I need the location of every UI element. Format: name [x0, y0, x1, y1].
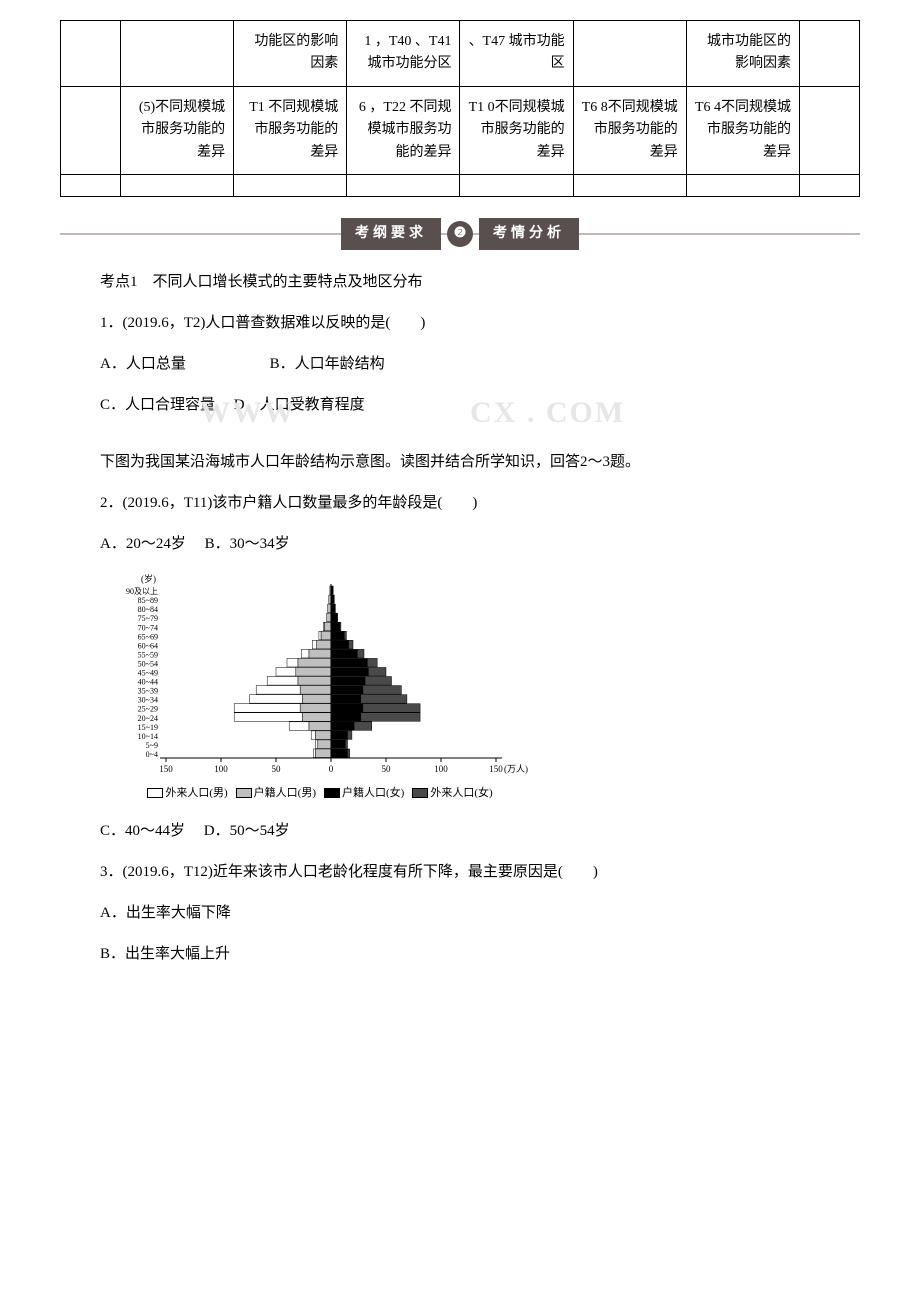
cell — [460, 174, 573, 196]
cell: (5)不同规模城市服务功能的差异 — [121, 86, 234, 174]
q2-opt-a: A．20～24岁 — [100, 536, 186, 552]
cell — [800, 86, 860, 174]
pyramid-chart: (岁) 90及以上85~8980~8475~7970~7465~6960~6455… — [110, 572, 530, 804]
svg-text:0: 0 — [329, 764, 334, 774]
q1-options-ab: A．人口总量 B．人口年龄结构 — [70, 351, 850, 378]
cell: T6 8不同规模城市服务功能的差异 — [573, 86, 686, 174]
cell — [800, 21, 860, 87]
svg-text:150: 150 — [159, 764, 173, 774]
q1-stem: 1．(2019.6，T2)人口普查数据难以反映的是( ) — [70, 310, 850, 337]
cell: 6 ，T22 不同规模城市服务功能的差异 — [347, 86, 460, 174]
svg-text:75~79: 75~79 — [138, 614, 158, 623]
svg-text:35~39: 35~39 — [138, 687, 158, 696]
q23-intro: 下图为我国某沿海城市人口年龄结构示意图。读图并结合所学知识，回答2～3题。 — [70, 449, 850, 476]
svg-text:150: 150 — [489, 764, 503, 774]
svg-text:20~24: 20~24 — [138, 714, 158, 723]
svg-text:(岁): (岁) — [141, 573, 156, 584]
svg-text:80~84: 80~84 — [138, 605, 158, 614]
legend-sw-outer-f — [412, 788, 428, 798]
cell: 城市功能区的影响因素 — [686, 21, 799, 87]
cell — [573, 21, 686, 87]
svg-text:50: 50 — [272, 764, 282, 774]
banner-dot-icon: ❷ — [447, 221, 473, 247]
q2-options-ab: A．20～24岁 B．30～34岁 — [70, 531, 850, 558]
cell — [61, 86, 121, 174]
pyramid-svg: (岁) 90及以上85~8980~8475~7970~7465~6960~6455… — [110, 572, 530, 782]
svg-text:55~59: 55~59 — [138, 650, 158, 659]
svg-text:0~4: 0~4 — [146, 750, 158, 759]
cell: 功能区的影响因素 — [234, 21, 347, 87]
cell — [573, 174, 686, 196]
svg-text:10~14: 10~14 — [138, 732, 158, 741]
q1-opt-a: A．人口总量 — [100, 356, 186, 372]
q2-stem: 2．(2019.6，T11)该市户籍人口数量最多的年龄段是( ) — [70, 490, 850, 517]
banner-center: 考纲要求 ❷ 考情分析 — [341, 221, 579, 247]
cell — [61, 21, 121, 87]
svg-text:30~34: 30~34 — [138, 696, 158, 705]
svg-text:100: 100 — [214, 764, 228, 774]
svg-text:85~89: 85~89 — [138, 596, 158, 605]
svg-text:50: 50 — [382, 764, 392, 774]
table-row: (5)不同规模城市服务功能的差异 T1 不同规模城市服务功能的差异 6 ，T22… — [61, 86, 860, 174]
cell: 1 ，T40 、T41 城市功能分区 — [347, 21, 460, 87]
legend-lbl: 外来人口(男) — [165, 787, 227, 799]
legend-sw-huji-m — [236, 788, 252, 798]
q3-stem: 3．(2019.6，T12)近年来该市人口老龄化程度有所下降，最主要原因是( ) — [70, 859, 850, 886]
q2-opt-c: C．40～44岁 — [100, 823, 185, 839]
q1-opt-d: D．人口受教育程度 — [234, 397, 365, 413]
cell: T6 4不同规模城市服务功能的差异 — [686, 86, 799, 174]
legend-sw-outer-m — [147, 788, 163, 798]
legend-lbl: 户籍人口(女) — [342, 787, 404, 799]
cell: T1 不同规模城市服务功能的差异 — [234, 86, 347, 174]
legend-sw-huji-f — [324, 788, 340, 798]
table-row: 功能区的影响因素 1 ，T40 、T41 城市功能分区 、T47 城市功能区 城… — [61, 21, 860, 87]
content-area: 考点1 不同人口增长模式的主要特点及地区分布 1．(2019.6，T2)人口普查… — [60, 269, 860, 968]
svg-text:45~49: 45~49 — [138, 668, 158, 677]
svg-text:(万人): (万人) — [504, 764, 528, 774]
svg-text:15~19: 15~19 — [138, 723, 158, 732]
legend-lbl: 户籍人口(男) — [254, 787, 316, 799]
cell: T1 0不同规模城市服务功能的差异 — [460, 86, 573, 174]
svg-text:90及以上: 90及以上 — [126, 587, 158, 596]
cell — [800, 174, 860, 196]
cell — [347, 174, 460, 196]
table-row — [61, 174, 860, 196]
cell: 、T47 城市功能区 — [460, 21, 573, 87]
cell — [234, 174, 347, 196]
chart-legend: 外来人口(男) 户籍人口(男) 户籍人口(女) 外来人口(女) — [110, 784, 530, 804]
svg-text:40~44: 40~44 — [138, 678, 158, 687]
svg-text:65~69: 65~69 — [138, 632, 158, 641]
keypoint-title: 考点1 不同人口增长模式的主要特点及地区分布 — [70, 269, 850, 296]
cell — [686, 174, 799, 196]
cell — [121, 174, 234, 196]
q2-opt-b: B．30～34岁 — [205, 536, 290, 552]
q3-opt-a: A．出生率大幅下降 — [70, 900, 850, 927]
svg-text:60~64: 60~64 — [138, 641, 158, 650]
svg-text:50~54: 50~54 — [138, 659, 158, 668]
topic-table: 功能区的影响因素 1 ，T40 、T41 城市功能分区 、T47 城市功能区 城… — [60, 20, 860, 197]
cell — [121, 21, 234, 87]
q1-opt-b: B．人口年龄结构 — [270, 356, 385, 372]
banner-left-tag: 考纲要求 — [341, 218, 441, 249]
svg-text:70~74: 70~74 — [138, 623, 158, 632]
svg-text:100: 100 — [434, 764, 448, 774]
cell — [61, 174, 121, 196]
svg-text:5~9: 5~9 — [146, 741, 158, 750]
svg-text:25~29: 25~29 — [138, 705, 158, 714]
q3-opt-b: B．出生率大幅上升 — [70, 941, 850, 968]
legend-lbl: 外来人口(女) — [430, 787, 492, 799]
q2-opt-d: D．50～54岁 — [204, 823, 290, 839]
q2-options-cd: C．40～44岁 D．50～54岁 — [70, 818, 850, 845]
q1-options-cd: C．人口合理容量 D．人口受教育程度 — [70, 392, 850, 419]
banner-right-tag: 考情分析 — [479, 218, 579, 249]
section-banner: 考纲要求 ❷ 考情分析 — [60, 221, 860, 247]
q1-opt-c: C．人口合理容量 — [100, 397, 215, 413]
